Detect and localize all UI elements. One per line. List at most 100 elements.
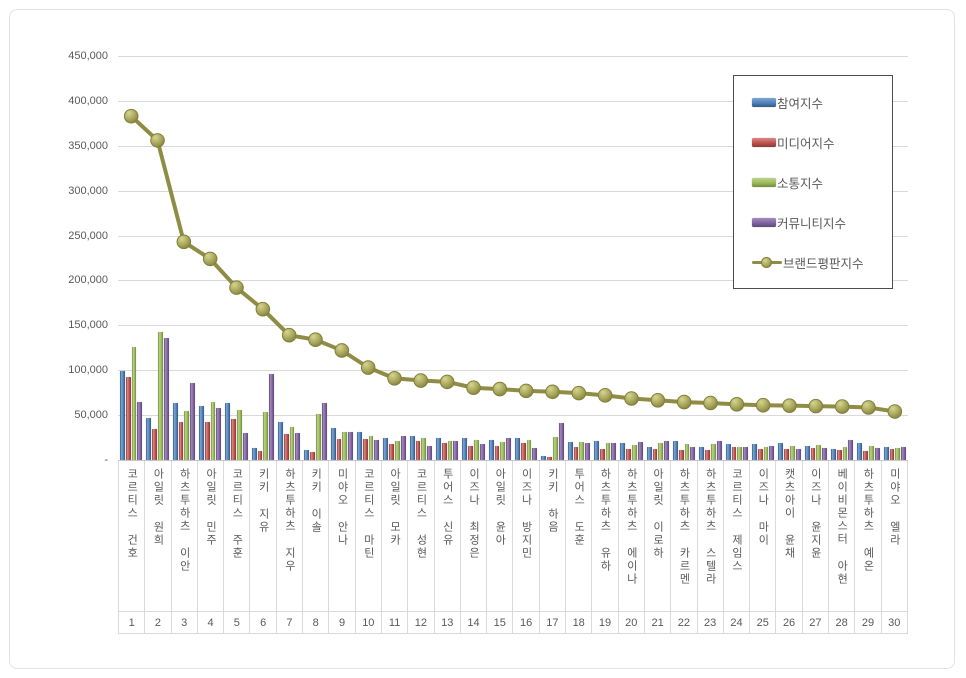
category-label: 하츠투하츠 카르멘 bbox=[671, 461, 696, 611]
category-column: 코르티스 건호 1 bbox=[118, 461, 146, 633]
media-bar bbox=[573, 446, 579, 460]
gridline bbox=[118, 280, 908, 282]
category-label-text: 코르티스 성현 bbox=[414, 468, 427, 560]
community-bar bbox=[874, 448, 880, 460]
category-label-text: 아일릿 민주 bbox=[204, 468, 217, 547]
brand-index-marker bbox=[308, 332, 323, 347]
category-label: 코르티스 성현 bbox=[408, 461, 433, 611]
media-bar bbox=[389, 444, 394, 460]
community-bar bbox=[453, 441, 459, 460]
community-bar bbox=[163, 338, 169, 460]
communication-bar bbox=[421, 437, 427, 460]
participation-bar bbox=[673, 441, 678, 460]
brand-index-line-layer bbox=[123, 108, 903, 419]
community-bar bbox=[716, 441, 722, 460]
category-column: 베이비몬스터 아현 28 bbox=[829, 461, 856, 633]
communication-bar bbox=[158, 332, 163, 460]
category-label-text: 키키 이솔 bbox=[309, 468, 322, 534]
participation-bar bbox=[515, 438, 520, 460]
rank-label: 10 bbox=[355, 611, 381, 633]
category-label-text: 코르티스 제임스 bbox=[730, 468, 743, 573]
communication-bar bbox=[842, 446, 848, 460]
participation-bar bbox=[409, 435, 415, 460]
communication-bar bbox=[131, 346, 137, 460]
media-bar bbox=[125, 377, 131, 460]
rank-label: 26 bbox=[776, 611, 802, 633]
category-label-text: 하츠투하츠 스텔라 bbox=[704, 468, 717, 586]
y-axis-tick-label: 350,000 bbox=[68, 139, 108, 152]
communication-bar bbox=[342, 431, 348, 460]
y-axis-tick-label: 250,000 bbox=[68, 229, 108, 242]
rank-label: 18 bbox=[566, 611, 592, 633]
communication-bar bbox=[368, 435, 374, 460]
participation-bar bbox=[567, 442, 573, 460]
category-label: 투어스 도훈 bbox=[566, 461, 591, 611]
participation-bar bbox=[225, 403, 231, 460]
media-bar bbox=[520, 443, 526, 460]
participation-bar bbox=[804, 445, 810, 460]
community-bar bbox=[269, 373, 274, 460]
rank-label: 30 bbox=[881, 611, 907, 633]
category-label-text: 하츠투하츠 유하 bbox=[598, 468, 611, 573]
community-bar bbox=[321, 403, 327, 460]
category-label-text: 아일릿 모카 bbox=[388, 468, 401, 547]
rank-label: 5 bbox=[224, 611, 250, 633]
legend-swatch-icon bbox=[752, 97, 776, 107]
legend-marker-icon bbox=[761, 256, 772, 268]
legend-label: 참여지수 bbox=[777, 96, 824, 111]
gridline bbox=[118, 190, 908, 192]
participation-bar bbox=[488, 440, 494, 460]
category-column: 코르티스 주훈 5 bbox=[224, 461, 251, 633]
category-label-text: 코르티스 주훈 bbox=[230, 468, 243, 560]
category-label-text: 이즈나 윤지윤 bbox=[809, 468, 822, 560]
y-axis-tick-label: 400,000 bbox=[68, 94, 108, 107]
legend-line-swatch-icon bbox=[752, 256, 782, 269]
category-label-text: 미야오 안나 bbox=[336, 468, 349, 547]
communication-bar bbox=[237, 409, 242, 460]
communication-bar bbox=[526, 440, 532, 460]
media-bar bbox=[362, 439, 368, 460]
participation-bar bbox=[831, 448, 836, 460]
participation-bar bbox=[120, 371, 125, 460]
rank-label: 21 bbox=[644, 611, 671, 633]
category-label: 미야오 엘라 bbox=[882, 461, 907, 611]
participation-bar bbox=[278, 422, 283, 460]
community-bar bbox=[506, 438, 511, 460]
category-label: 하츠투하츠 에이나 bbox=[619, 461, 644, 611]
communication-bar bbox=[605, 442, 611, 460]
category-label: 이즈나 윤지윤 bbox=[803, 461, 828, 611]
category-label: 키키 지유 bbox=[250, 461, 275, 611]
category-label: 키키 하음 bbox=[540, 461, 565, 611]
communication-bar bbox=[658, 442, 664, 460]
category-label: 아일릿 원희 bbox=[145, 461, 170, 611]
participation-bar bbox=[330, 427, 336, 460]
communication-bar bbox=[684, 444, 690, 460]
community-bar bbox=[374, 440, 380, 460]
communication-bar bbox=[263, 412, 269, 460]
media-bar bbox=[626, 449, 631, 460]
rank-label: 14 bbox=[460, 611, 487, 633]
brand-index-marker bbox=[123, 108, 139, 124]
category-label: 아일릿 윤아 bbox=[487, 461, 512, 611]
media-bar bbox=[784, 448, 789, 460]
communication-bar bbox=[447, 441, 453, 460]
participation-bar bbox=[778, 442, 784, 460]
participation-bar bbox=[541, 455, 547, 460]
communication-bar bbox=[395, 441, 400, 460]
category-column: 이즈나 마이 25 bbox=[750, 461, 777, 633]
communication-bar bbox=[289, 426, 295, 460]
community-bar bbox=[690, 446, 696, 460]
brand-index-marker bbox=[597, 388, 613, 403]
media-bar bbox=[757, 449, 763, 460]
media-bar bbox=[283, 434, 289, 460]
category-label-text: 코르티스 건호 bbox=[125, 468, 138, 560]
category-label-text: 하츠투하츠 카르멘 bbox=[677, 468, 690, 586]
rank-label: 28 bbox=[829, 611, 855, 633]
category-column: 미야오 엘라 30 bbox=[881, 461, 908, 633]
y-axis-tick-label: 200,000 bbox=[68, 274, 108, 287]
category-column: 아일릿 윤아 15 bbox=[487, 461, 514, 633]
category-label-text: 아일릿 윤아 bbox=[493, 468, 506, 547]
rank-label: 6 bbox=[250, 611, 276, 633]
communication-bar bbox=[790, 445, 795, 460]
y-axis-tick-label: 150,000 bbox=[68, 319, 108, 332]
